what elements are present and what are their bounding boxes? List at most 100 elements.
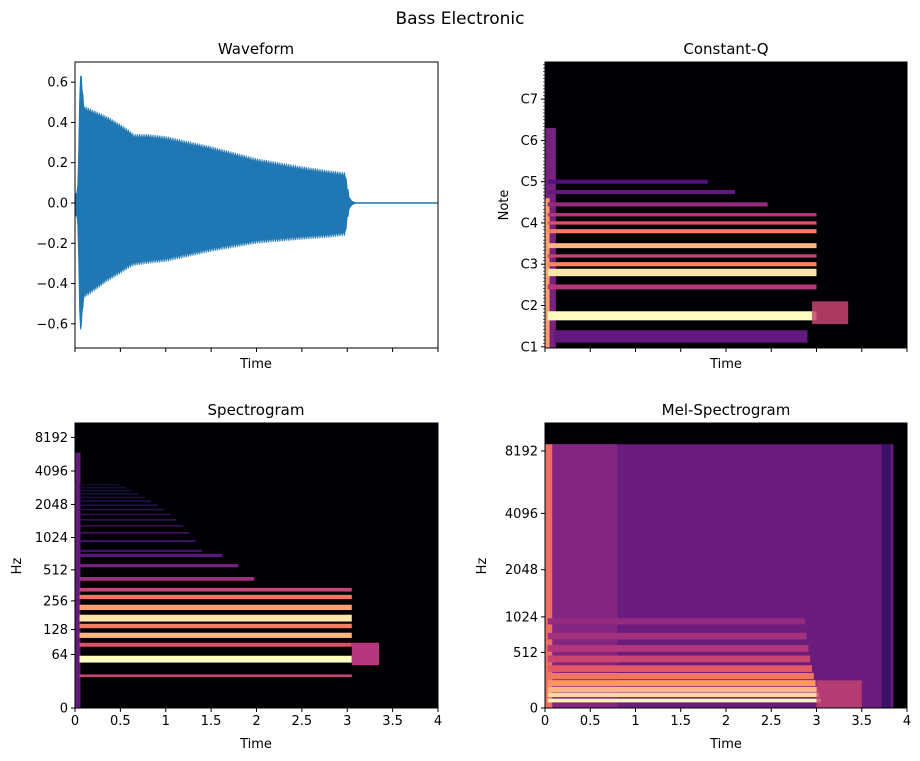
constant-q-y-tick-label: C7 [521,93,538,108]
spectrogram-y-tick-label: 2048 [35,498,68,513]
spectrogram-band [79,604,352,611]
spectrogram-x-tick-label: 3 [343,714,351,729]
mel-y-tick-label: 0 [530,702,538,717]
constant-q-y-tick-label: C4 [521,216,538,231]
mel-y-tick-label: 512 [513,646,538,661]
spectrogram-harmonic [79,500,152,502]
spectrogram-x-tick-label: 1 [162,714,170,729]
spectrogram-band [79,623,352,629]
waveform-y-tick-label: −0.6 [36,317,68,332]
spectrogram-band [79,614,352,622]
spectrogram-x-tick-label: 1.5 [201,714,222,729]
constant-q-band [547,262,817,267]
constant-q-y-axis: C1 C2 C3 C4 C5 C6 C7 [521,64,545,355]
constant-q-y-tick-label: C6 [521,134,538,149]
mel-spectrogram-axes-frame [544,422,908,709]
mel-spectrogram-y-label: Hz [475,558,490,575]
spectrogram-harmonic [79,504,158,506]
constant-q-band [547,213,817,217]
spectrogram-x-tick-label: 0.5 [110,714,131,729]
spectrogram-band [79,553,223,557]
figure-title: Bass Electronic [396,9,525,29]
spectrogram-harmonic [79,493,139,495]
mel-spectrogram-x-tick-label: 3.5 [851,714,872,729]
mel-spectrogram-title: Mel-Spectrogram [662,401,791,419]
spectrogram-y-tick-label: 1024 [35,531,68,546]
spectrogram-harmonic [79,540,196,543]
constant-q-band [547,268,817,277]
constant-q-y-tick-label: C3 [521,258,538,273]
spectrogram-band [79,632,352,638]
spectrogram-y-tick-label: 64 [51,648,68,663]
constant-q-low-band [554,330,808,343]
mel-spectrogram-x-tick-label: 1.5 [670,714,691,729]
mel-spectrogram-plot-area [545,423,907,708]
spectrogram-harmonic [79,532,190,534]
spectrogram-harmonic [79,519,177,521]
waveform-y-axis: −0.6 −0.4 −0.2 0.0 0.2 0.4 0.6 [36,76,75,332]
spectrogram-plot-area [75,423,438,708]
constant-q-x-axis [544,348,908,352]
waveform-y-tick-label: 0.6 [47,76,68,91]
spectrogram-y-tick-label: 4096 [35,465,68,480]
mel-y-tick-label: 1024 [505,610,538,625]
constant-q-band [547,229,817,234]
waveform-x-axis [74,348,439,352]
mel-spectrogram-x-tick-label: 1 [631,714,639,729]
constant-q-y-tick-label: C5 [521,175,538,190]
spectrogram-harmonic [79,496,145,499]
mel-spectrogram-x-tick-label: 3 [812,714,820,729]
mel-early-region [546,444,618,708]
constant-q-band [547,189,736,195]
spectrogram-band [79,655,352,663]
mel-release [816,680,862,708]
mel-attack [545,444,553,708]
spectrogram-harmonic [79,489,133,492]
constant-q-band [547,179,708,184]
constant-q-x-label: Time [709,357,742,372]
spectrogram-y-tick-label: 0 [60,702,68,717]
mel-spectrogram-x-label: Time [709,737,742,752]
constant-q-attack [545,128,556,348]
spectrogram-attack [75,452,81,708]
spectrogram-y-label: Hz [10,558,25,575]
mel-band [547,655,811,663]
mel-band [547,645,809,652]
constant-q-plot-area [545,62,907,348]
spectrogram-x-tick-label: 2.5 [292,714,313,729]
spectrogram-y-tick-label: 128 [43,623,68,638]
mel-band [547,618,805,625]
mel-band [547,680,816,687]
spectrogram-release [351,642,380,666]
spectrogram-panel: Spectrogram 0641282565121024204840968192… [10,401,442,752]
spectrogram-x-tick-label: 4 [434,714,442,729]
spectrogram-title: Spectrogram [208,401,305,419]
spectrogram-harmonic [79,508,164,511]
spectrogram-band [79,564,239,568]
mel-band [547,692,820,698]
mel-band [547,665,812,672]
constant-q-band [547,311,817,321]
constant-q-band [547,243,817,249]
spectrogram-x-tick-label: 3.5 [382,714,403,729]
mel-spectrogram-x-tick-label: 4 [903,714,911,729]
waveform-title: Waveform [218,40,294,58]
constant-q-band [547,254,817,258]
waveform-y-tick-label: 0.2 [47,156,68,171]
constant-q-release [811,301,849,325]
mel-band [547,632,807,640]
spectrogram-band [79,577,255,581]
mel-end-edge [881,444,891,708]
spectrogram-x-tick-label: 2 [252,714,260,729]
constant-q-band [547,284,817,290]
mel-y-tick-label: 8192 [505,444,538,459]
mel-spectrogram-x-tick-label: 0 [541,714,549,729]
constant-q-band [547,221,817,225]
constant-q-band [547,202,768,207]
spectrogram-harmonic [79,484,120,486]
constant-q-y-label: Note [497,190,512,221]
mel-y-tick-label: 2048 [505,563,538,578]
waveform-y-tick-label: 0.4 [47,116,68,131]
mel-spectrogram-x-tick-label: 2.5 [761,714,782,729]
